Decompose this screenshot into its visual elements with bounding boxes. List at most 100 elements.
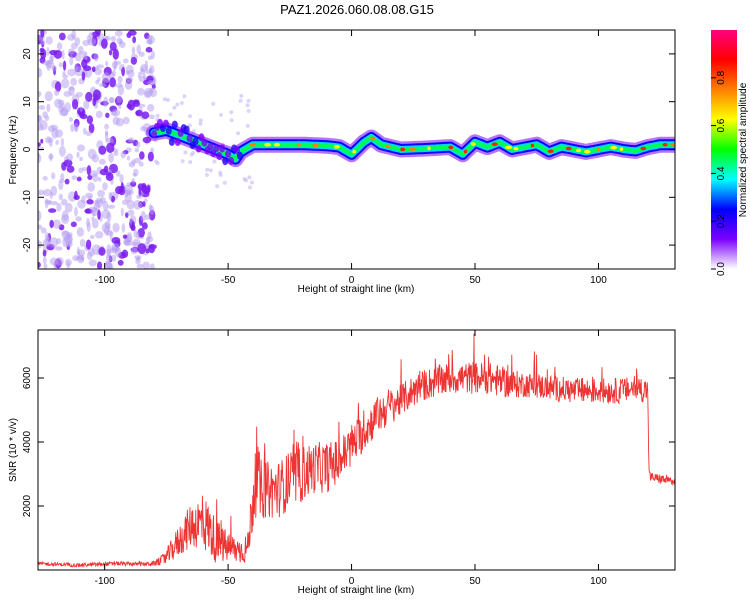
spectral-ridge-peak: [463, 149, 468, 154]
heatmap-noise-cell: [121, 223, 126, 233]
heatmap-noise-cell: [124, 184, 134, 194]
heatmap-noise-cell: [175, 102, 180, 107]
heatmap-noise-cell: [130, 247, 138, 255]
heatmap-noise-cell: [248, 185, 253, 190]
heatmap-noise-cell: [98, 145, 107, 155]
heatmap-noise-cell: [117, 259, 124, 266]
heatmap-noise-cell: [54, 89, 60, 96]
spectral-ridge-peak: [662, 142, 668, 147]
heatmap-noise-cell: [126, 199, 135, 210]
heatmap-noise-cell: [114, 83, 123, 88]
heatmap-noise-cell: [146, 39, 153, 45]
heatmap-noise-cell: [88, 123, 95, 134]
heatmap-noise-cell: [110, 35, 117, 43]
spectral-ridge-blob: [219, 144, 226, 153]
heatmap-noise-cell: [246, 108, 251, 113]
heatmap-noise-cell: [99, 197, 106, 204]
heatmap-noise-cell: [55, 256, 64, 266]
heatmap-noise-cell: [83, 127, 87, 135]
heatmap-noise-cell: [71, 175, 78, 180]
heatmap-noise-cell: [132, 36, 137, 44]
spectral-ridge-blob: [186, 134, 193, 143]
heatmap-noise-cell: [81, 59, 88, 69]
heatmap-noise-cell: [70, 221, 77, 228]
heatmap-noise-cell: [42, 175, 48, 181]
heatmap-noise-cell: [100, 38, 108, 49]
spectral-ridge-peak: [273, 142, 281, 147]
heatmap-noise-cell: [61, 210, 69, 221]
y-tick-label: 4000: [22, 430, 33, 453]
heatmap-noise-cell: [147, 231, 152, 240]
heatmap-noise-cell: [77, 199, 86, 209]
heatmap-noise-cell: [108, 49, 113, 56]
spectral-ridge-peak: [609, 145, 618, 150]
heatmap-noise-cell: [97, 176, 102, 182]
heatmap-noise-cell: [101, 209, 111, 219]
heatmap-noise-cell: [85, 217, 90, 228]
colorbar-ticks: 0.0 0.2 0.4 0.6 0.8: [711, 70, 727, 276]
heatmap-noise-cell: [42, 249, 47, 257]
heatmap-noise-cell: [39, 47, 45, 53]
heatmap-noise-cell: [76, 227, 85, 237]
heatmap-noise-cell: [126, 155, 131, 161]
heatmap-noise-cell: [130, 56, 138, 65]
heatmap-noise-cell: [124, 80, 133, 90]
y-tick-label: 10: [22, 96, 33, 108]
heatmap-noise-cell: [250, 180, 255, 185]
heatmap-noise-cell: [77, 45, 84, 53]
heatmap-noise-cell: [183, 150, 188, 155]
heatmap-noise-cell: [81, 71, 86, 81]
heatmap-noise-cell: [38, 240, 43, 249]
x-tick-label: 100: [590, 576, 607, 587]
heatmap-noise-cell: [109, 77, 117, 88]
heatmap-noise-cell: [74, 63, 78, 73]
heatmap-noise-cell: [118, 41, 126, 48]
spectral-ridge-peak: [312, 143, 319, 148]
heatmap-noise-cell: [94, 68, 103, 76]
spectral-ridge-blob: [234, 145, 241, 154]
heatmap-noise-cell: [132, 172, 137, 177]
heatmap-noise-cell: [107, 204, 116, 209]
spectral-ridge-peak: [296, 142, 301, 147]
heatmap-noise-cell: [97, 209, 101, 220]
heatmap-noise-cell: [42, 256, 47, 265]
heatmap-noise-cell: [120, 150, 126, 159]
heatmap-noise-cell: [64, 258, 72, 267]
heatmap-noise-cell: [139, 151, 145, 160]
heatmap-noise-cell: [38, 146, 45, 152]
heatmap-noise-cell: [109, 41, 117, 51]
heatmap-noise-cell: [122, 234, 128, 239]
heatmap-noise-cell: [75, 216, 82, 222]
heatmap-noise-cell: [76, 144, 86, 152]
heatmap-noise-cell: [61, 230, 70, 240]
snr-x-axis-label: Height of straight line (km): [298, 585, 415, 596]
heatmap-noise-cell: [98, 247, 106, 256]
heatmap-noise-cell: [86, 35, 92, 43]
heatmap-noise-cell: [43, 263, 48, 269]
heatmap-noise-cell: [103, 165, 109, 173]
spectral-ridge-peak: [670, 142, 675, 147]
spectrogram-x-axis-label: Height of straight line (km): [298, 284, 415, 295]
heatmap-noise-cell: [80, 254, 85, 262]
heatmap-noise-cell: [106, 265, 111, 269]
heatmap-noise-cell: [91, 218, 99, 229]
heatmap-noise-cell: [86, 115, 94, 124]
heatmap-noise-cell: [108, 152, 114, 163]
heatmap-noise-cell: [189, 152, 194, 157]
heatmap-noise-cell: [127, 137, 135, 143]
heatmap-noise-cell: [58, 32, 66, 41]
x-tick-label: 0: [349, 275, 355, 286]
heatmap-noise-cell: [145, 46, 153, 53]
heatmap-noise-cell: [105, 172, 114, 181]
heatmap-noise-cell: [89, 234, 95, 240]
heatmap-noise-cell: [38, 104, 46, 110]
heatmap-noise-cell: [71, 30, 77, 40]
heatmap-noise-cell: [246, 98, 251, 103]
heatmap-noise-cell: [112, 222, 120, 233]
heatmap-noise-cell: [97, 189, 105, 198]
spectral-ridge-peak: [504, 145, 513, 150]
heatmap-noise-cell: [68, 116, 73, 123]
snr-y-ticks: 2000 4000 6000: [22, 366, 675, 517]
x-tick-label: 50: [469, 275, 481, 286]
heatmap-noise-cell: [182, 94, 187, 99]
